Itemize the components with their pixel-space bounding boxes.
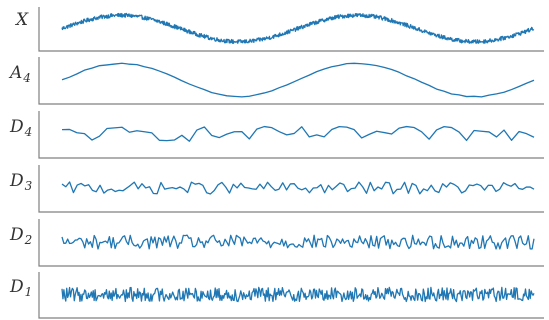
panel-6-label-main: D <box>9 277 24 297</box>
panel-3: D4 <box>9 111 544 159</box>
panel-5-label-main: D <box>9 225 24 245</box>
panel-5-label: D2 <box>9 225 32 247</box>
panel-4: D3 <box>9 165 544 213</box>
panel-5-label-sub: 2 <box>24 233 33 247</box>
panel-5-series-line <box>61 234 535 250</box>
panel-4-series-line <box>61 181 535 195</box>
panel-2-series-line <box>61 62 535 98</box>
panel-4-label-sub: 3 <box>25 179 33 193</box>
panel-3-label: D4 <box>9 117 32 139</box>
panel-6-label-sub: 1 <box>25 285 33 299</box>
panel-5-axes <box>38 219 544 267</box>
panel-3-axes <box>38 111 544 159</box>
panel-3-series-line <box>61 125 535 142</box>
panel-1-label: X <box>14 10 29 30</box>
panel-4-label: D3 <box>9 171 33 193</box>
panel-1-label-main: X <box>14 10 29 30</box>
panel-6-axes <box>38 272 544 319</box>
panel-2-label-main: A <box>8 63 22 83</box>
panel-1: X <box>14 7 544 52</box>
panel-2-axes <box>38 57 544 105</box>
panel-2: A4 <box>8 57 544 105</box>
panel-6: D1 <box>9 272 544 319</box>
panel-4-axes <box>38 165 544 213</box>
panel-2-label: A4 <box>8 63 31 85</box>
panel-3-label-sub: 4 <box>24 125 33 139</box>
panel-6-series-line <box>61 286 535 303</box>
panel-5: D2 <box>9 219 544 267</box>
panel-3-label-main: D <box>9 117 24 137</box>
panel-4-label-main: D <box>9 171 24 191</box>
panel-1-axes <box>38 7 544 52</box>
panel-2-label-sub: 4 <box>22 71 31 85</box>
panel-1-series-line <box>61 12 535 44</box>
panel-6-label: D1 <box>9 277 32 299</box>
